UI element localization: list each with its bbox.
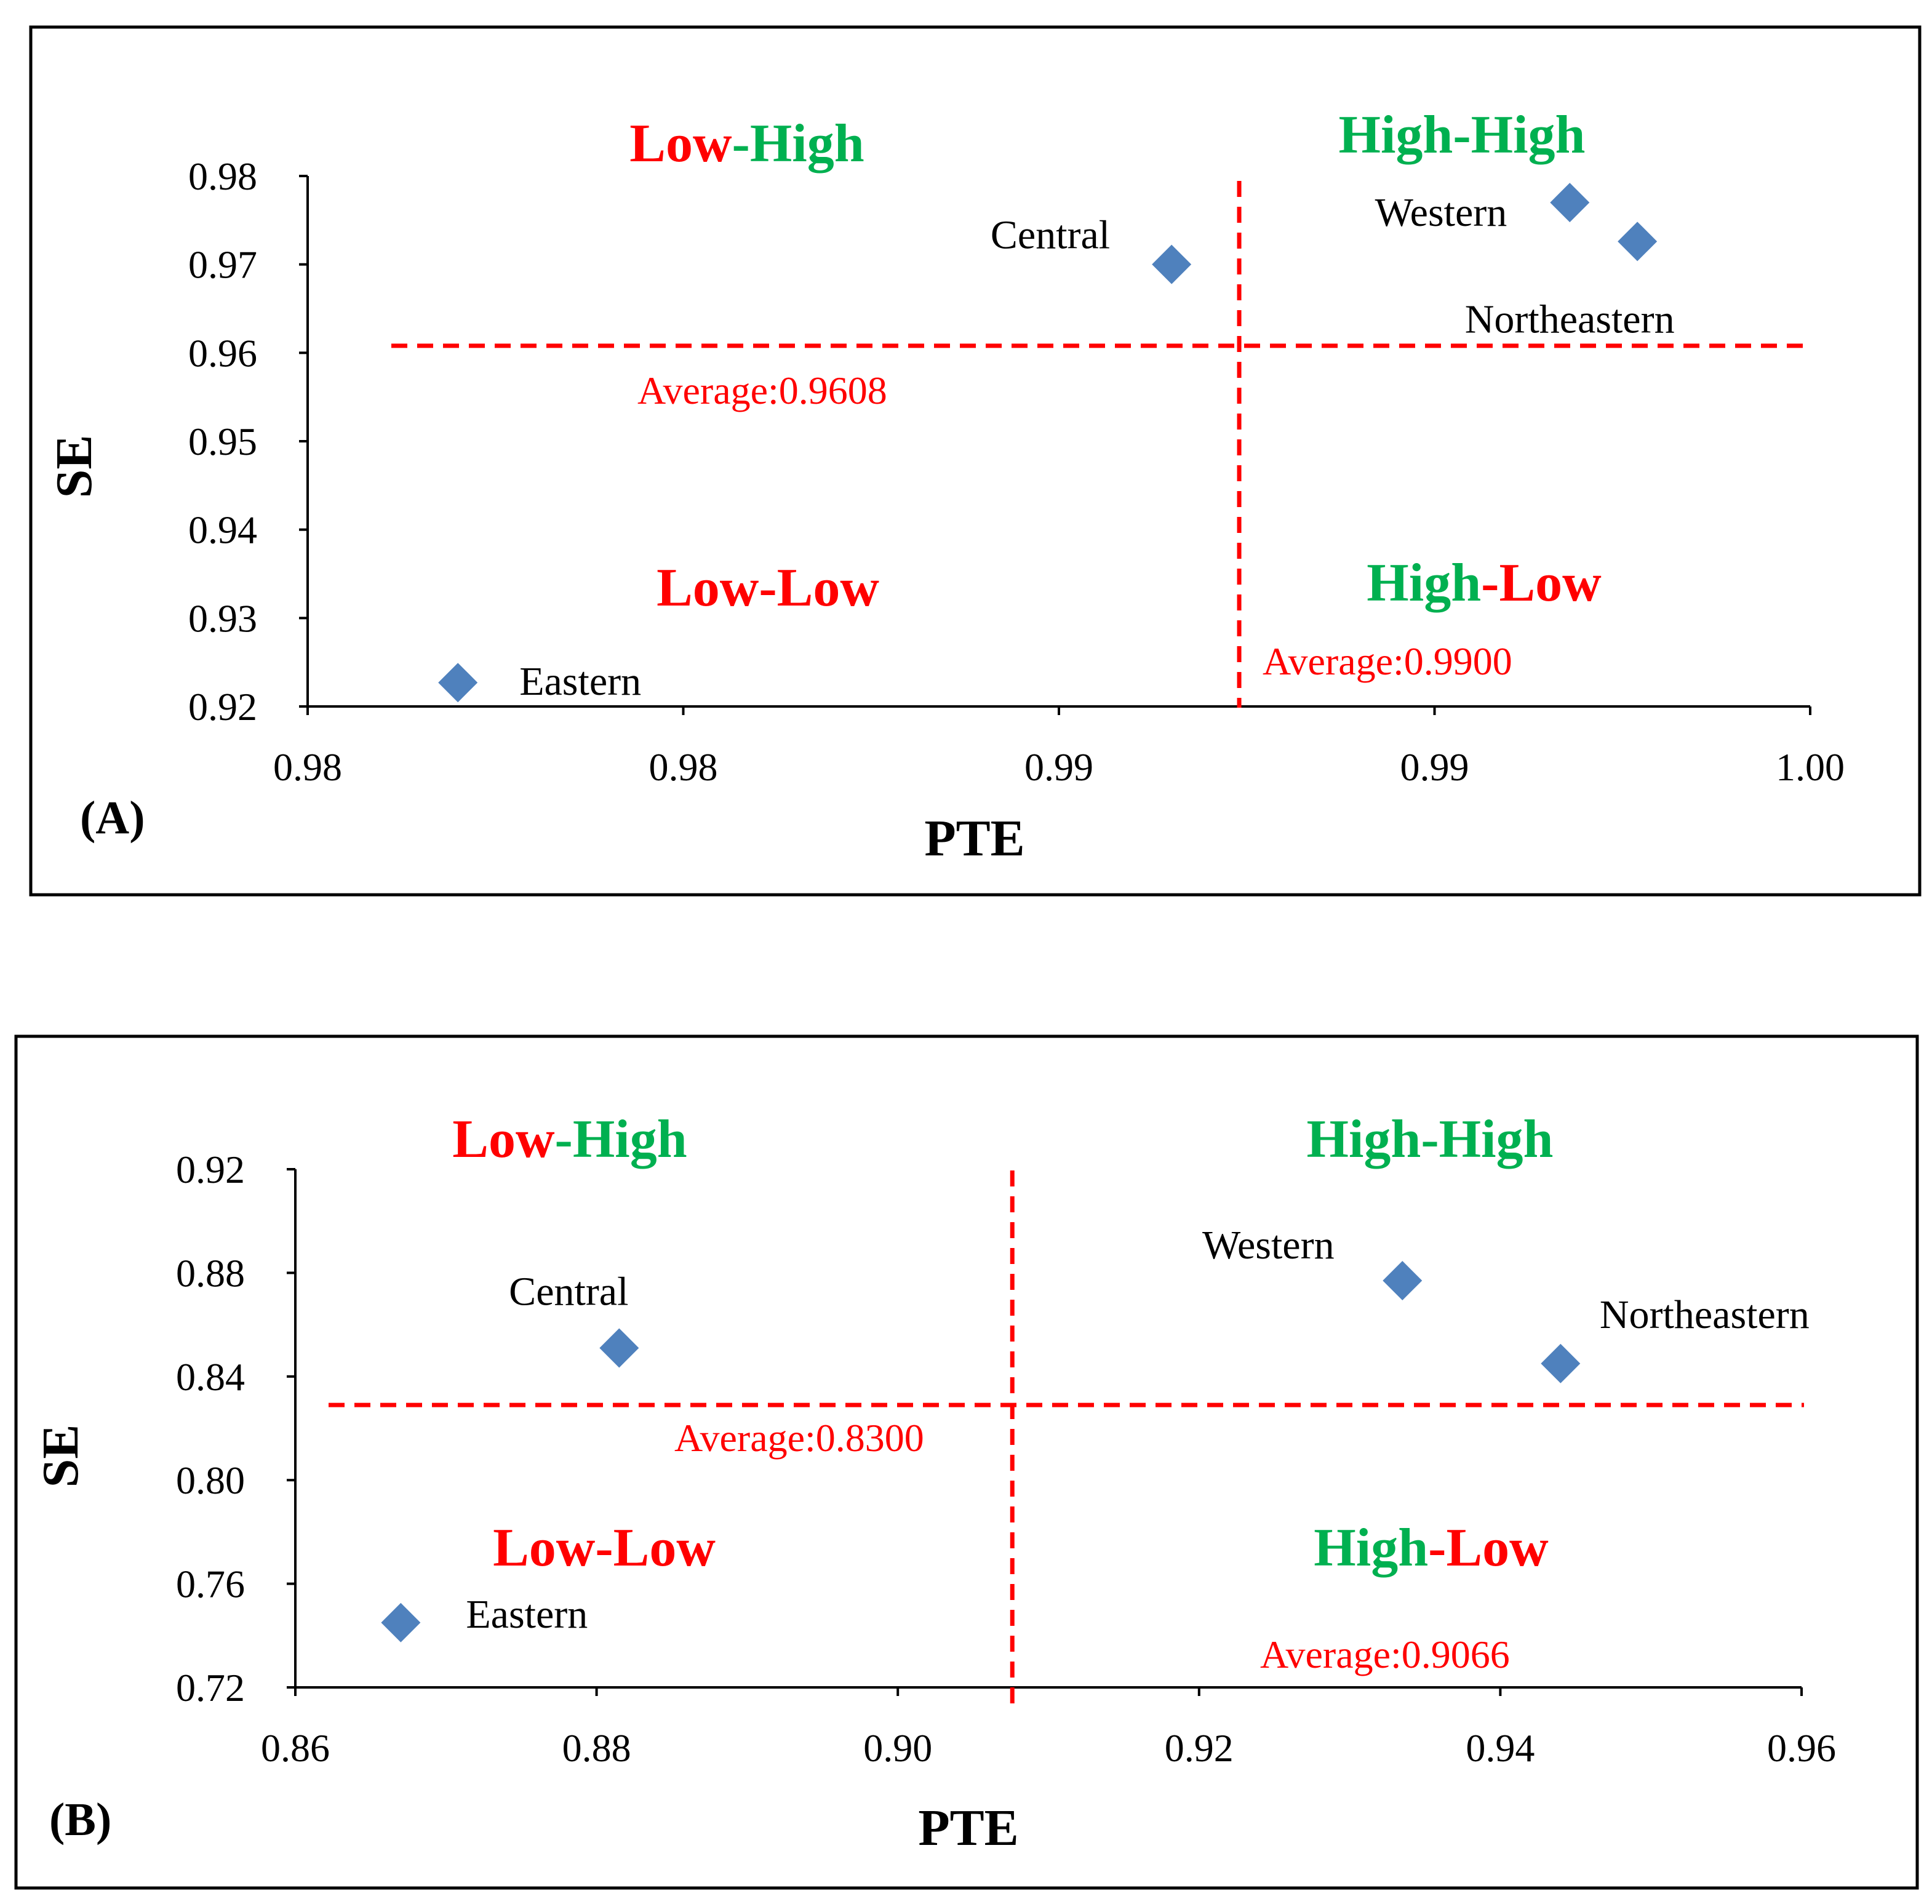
quadrant-label-part: Low — [777, 558, 880, 618]
quadrant-label-part: Low — [1446, 1518, 1549, 1578]
quadrant-label-part: - — [1428, 1518, 1446, 1578]
quadrant-label-part: Low — [452, 1110, 555, 1169]
point-northeastern — [1618, 222, 1658, 262]
panel-b: 0.86 0.88 0.90 0.92 0.94 0.96 0.72 0.76 0.80 0.84… — [14, 1034, 1919, 1890]
point-eastern — [381, 1602, 421, 1642]
x-tick-label: 0.99 — [1024, 745, 1093, 789]
quadrant-label-part: - — [732, 114, 750, 174]
panel-a: 0.98 0.98 0.99 0.99 1.00 0.92 0.93 0.94 0.95 0.96… — [29, 25, 1922, 897]
point-label-western: Western — [1375, 190, 1507, 235]
panel-b-labels: PTESE(B)Average:0.8300Average:0.9066Low-… — [32, 1110, 1810, 1857]
y-tick-label: 0.96 — [188, 331, 257, 375]
panel-a-frame — [29, 25, 1922, 897]
panel-a-points — [438, 183, 1658, 703]
y-tick-label: 0.76 — [176, 1562, 245, 1606]
x-tick-label: 0.96 — [1767, 1726, 1836, 1770]
quadrant-label-part: Low — [1499, 553, 1602, 613]
point-label-northeastern: Northeastern — [1600, 1292, 1810, 1337]
point-label-central: Central — [991, 213, 1110, 258]
panel-a-labels: PTESE(A)Average:0.9608Average:0.9900Low-… — [46, 105, 1675, 867]
x-tick-label: 0.88 — [562, 1726, 631, 1770]
y-tick-label: 0.72 — [176, 1666, 245, 1710]
x-axis-title: PTE — [918, 1799, 1018, 1857]
quadrant-label-part: High — [1314, 1518, 1428, 1578]
quadrant-label-part: High — [573, 1110, 687, 1169]
y-tick-label: 0.93 — [188, 596, 257, 640]
y-tick-label: 0.97 — [188, 243, 257, 287]
x-tick-label: 0.92 — [1165, 1726, 1234, 1770]
y-axis-title: SE — [46, 435, 103, 498]
quadrant-label-part: High — [1307, 1110, 1421, 1169]
point-central — [1152, 244, 1192, 284]
average-se-label: Average:0.8300 — [674, 1416, 924, 1460]
x-axis-title: PTE — [924, 810, 1024, 867]
average-pte-label: Average:0.9900 — [1263, 639, 1512, 683]
panel-label: (A) — [80, 792, 145, 844]
quadrant-label-part: - — [555, 1110, 573, 1169]
point-label-eastern: Eastern — [466, 1592, 588, 1637]
panel-b-reference-lines — [329, 1170, 1804, 1712]
point-label-central: Central — [509, 1269, 628, 1314]
quadrant-label-part: High — [750, 114, 864, 174]
quadrant-label-bottom-right: High-Low — [1367, 553, 1602, 613]
panel-label: (B) — [49, 1794, 111, 1846]
quadrant-label-part: Low — [657, 558, 759, 618]
x-tick-label: 0.86 — [261, 1726, 330, 1770]
quadrant-label-part: Low — [493, 1518, 596, 1578]
quadrant-label-bottom-left: Low-Low — [493, 1518, 716, 1578]
quadrant-label-part: - — [1481, 553, 1499, 613]
point-label-northeastern: Northeastern — [1465, 297, 1675, 342]
panel-b-axes: 0.86 0.88 0.90 0.92 0.94 0.96 0.72 0.76 0.80 0.84… — [176, 1148, 1836, 1770]
panel-a-reference-lines — [391, 181, 1813, 708]
point-central — [599, 1328, 639, 1368]
quadrant-label-top-right: High-High — [1339, 105, 1586, 165]
panel-b-points — [381, 1261, 1581, 1642]
average-pte-label: Average:0.9066 — [1260, 1633, 1510, 1676]
quadrant-label-part: - — [595, 1518, 613, 1578]
point-northeastern — [1541, 1343, 1581, 1383]
y-axis-title: SE — [32, 1425, 89, 1488]
x-tick-label: 0.99 — [1400, 745, 1469, 789]
y-tick-label: 0.98 — [188, 154, 257, 198]
quadrant-label-part: High — [1439, 1110, 1554, 1169]
quadrant-label-part: - — [759, 558, 776, 618]
y-tick-label: 0.94 — [188, 508, 257, 552]
point-western — [1550, 183, 1590, 223]
quadrant-label-bottom-right: High-Low — [1314, 1518, 1549, 1578]
quadrant-label-part: High — [1339, 105, 1453, 165]
quadrant-label-part: Low — [613, 1518, 716, 1578]
quadrant-label-top-right: High-High — [1307, 1110, 1554, 1169]
y-tick-label: 0.80 — [176, 1458, 245, 1502]
x-tick-label: 1.00 — [1776, 745, 1845, 789]
y-tick-label: 0.84 — [176, 1355, 245, 1399]
quadrant-label-part: - — [1453, 105, 1471, 165]
y-tick-label: 0.95 — [188, 420, 257, 463]
quadrant-label-part: Low — [629, 114, 732, 174]
x-tick-label: 0.98 — [273, 745, 342, 789]
quadrant-label-part: - — [1421, 1110, 1439, 1169]
quadrant-label-part: High — [1367, 553, 1481, 613]
panel-a-axes: 0.98 0.98 0.99 0.99 1.00 0.92 0.93 0.94 0.95 0.96… — [188, 154, 1845, 789]
y-tick-label: 0.88 — [176, 1251, 245, 1295]
point-label-western: Western — [1202, 1223, 1335, 1268]
x-tick-label: 0.94 — [1466, 1726, 1535, 1770]
x-tick-label: 0.98 — [649, 745, 718, 789]
average-se-label: Average:0.9608 — [637, 369, 887, 412]
y-tick-label: 0.92 — [188, 685, 257, 729]
quadrant-label-bottom-left: Low-Low — [657, 558, 879, 618]
point-western — [1383, 1261, 1423, 1301]
point-label-eastern: Eastern — [519, 659, 641, 704]
quadrant-label-top-left: Low-High — [629, 114, 864, 174]
point-eastern — [438, 663, 478, 703]
quadrant-label-part: High — [1471, 105, 1586, 165]
x-tick-label: 0.90 — [863, 1726, 932, 1770]
panel-b-frame — [14, 1034, 1919, 1890]
quadrant-label-top-left: Low-High — [452, 1110, 687, 1169]
y-tick-label: 0.92 — [176, 1148, 245, 1191]
